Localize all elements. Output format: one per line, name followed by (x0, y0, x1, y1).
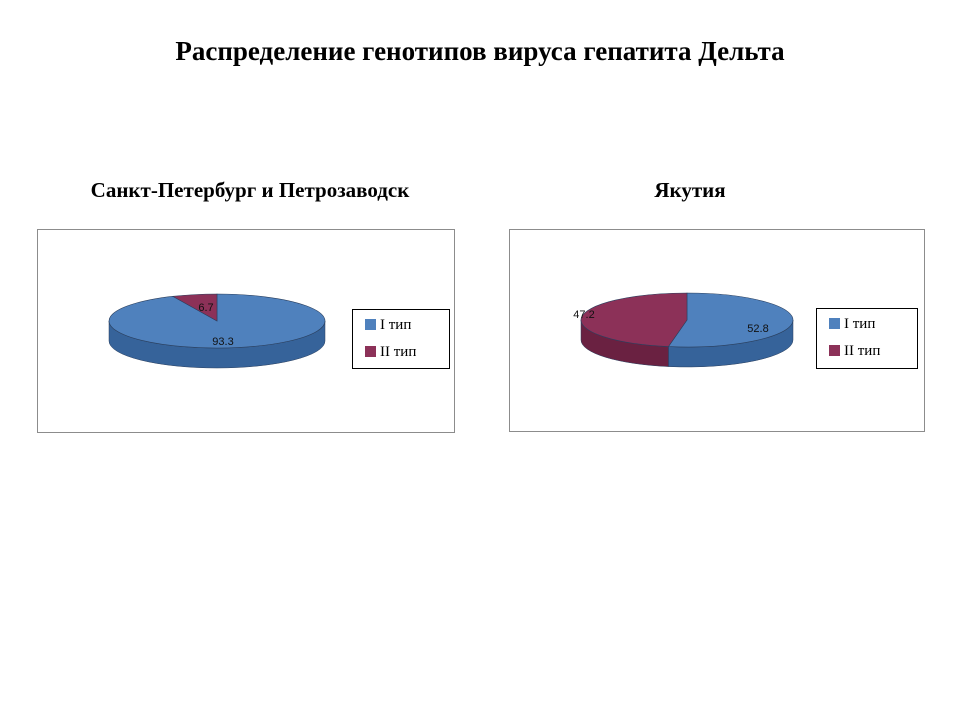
legend-swatch-type1 (829, 318, 840, 329)
legend-label-type2: II тип (844, 343, 881, 359)
legend-yakutia: I тип II тип (816, 308, 918, 369)
legend-swatch-type2 (829, 345, 840, 356)
pie-chart-spb: 93.3 6.7 I тип II тип (37, 229, 455, 433)
pie-chart-yakutia: 52.8 47.2 I тип II тип (509, 229, 925, 432)
slide-title: Распределение генотипов вируса гепатита … (175, 36, 785, 66)
legend-spb: I тип II тип (352, 309, 450, 369)
pie-chart-spb-plot: 93.3 6.7 (108, 293, 326, 369)
data-label-1: 93.3 (212, 336, 233, 348)
legend-label-type2: II тип (380, 344, 417, 360)
pie-slice-2 (580, 292, 688, 347)
data-label-1: 52.8 (747, 323, 768, 335)
data-label-2: 6.7 (198, 302, 213, 314)
pie-chart-yakutia-plot: 52.8 47.2 (573, 292, 794, 368)
pie-slice-1 (667, 292, 794, 348)
legend-item-type2: II тип (829, 342, 880, 360)
data-label-2: 47.2 (573, 309, 594, 321)
legend-label-type1: I тип (844, 316, 876, 332)
legend-item-type1: I тип (829, 315, 875, 333)
pie-slice-2 (171, 293, 218, 322)
legend-item-type2: II тип (365, 343, 416, 361)
chart-title-spb: Санкт-Петербург и Петрозаводск (90, 178, 410, 202)
legend-swatch-type1 (365, 319, 376, 330)
legend-item-type1: I тип (365, 316, 411, 334)
chart-title-yakutia: Якутия (654, 178, 726, 202)
legend-swatch-type2 (365, 346, 376, 357)
legend-label-type1: I тип (380, 317, 412, 333)
